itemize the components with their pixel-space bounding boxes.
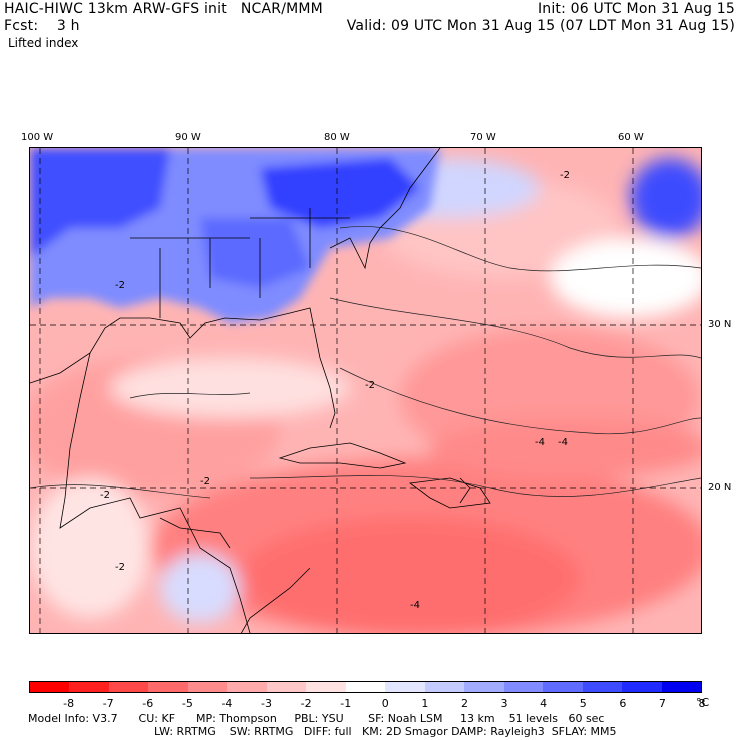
forecast-hour: Fcst: 3 h <box>4 18 80 34</box>
colorbar-tick-label: -8 <box>63 697 75 710</box>
coastlines <box>29 147 491 654</box>
model-title: HAIC-HIWC 13km ARW-GFS init NCAR/MMM <box>4 1 323 17</box>
colorbar-swatch <box>187 682 228 692</box>
lifted-index-map: -2 -2 -2 -2 -4 -4 -2 -2 -4 <box>20 147 710 654</box>
map-canvas: -2 -2 -2 -2 -4 -4 -2 -2 -4 <box>20 147 710 654</box>
lon-label-80w: 80 W <box>324 132 350 143</box>
lon-label-60w: 60 W <box>618 132 644 143</box>
colorbar-swatch <box>424 682 465 692</box>
colorbar-swatch <box>306 682 346 692</box>
colorbar-tick-label: 3 <box>500 697 508 710</box>
contour-label: -2 <box>100 490 110 501</box>
colorbar-tick-label: -6 <box>142 697 154 710</box>
colorbar-tick-label: -5 <box>181 697 193 710</box>
colorbar-swatch <box>543 682 583 692</box>
colorbar-tick-label: 6 <box>619 697 627 710</box>
colorbar-swatch <box>108 682 149 692</box>
colorbar-tick-label: -2 <box>300 697 312 710</box>
colorbar-swatch <box>661 682 701 692</box>
lon-label-100w: 100 W <box>21 132 54 143</box>
contour-labels: -2 -2 -2 -2 -4 -4 -2 -2 -4 <box>100 170 570 611</box>
init-time: Init: 06 UTC Mon 31 Aug 15 <box>537 1 735 17</box>
contour-label: -4 <box>535 437 545 448</box>
colorbar-swatch <box>503 682 544 692</box>
colorbar-tick-label: -7 <box>102 697 114 710</box>
field-name: Lifted index <box>8 36 79 50</box>
colorbar-swatch <box>464 682 504 692</box>
colorbar-tick-label: 0 <box>381 697 389 710</box>
lat-label-20n: 20 N <box>708 482 732 493</box>
colorbar-tick-label: -3 <box>261 697 272 710</box>
contour-label: -2 <box>560 170 570 181</box>
colorbar-unit: °C <box>696 696 710 709</box>
model-info-line2: LW: RRTMG SW: RRTMG DIFF: full KM: 2D Sm… <box>154 725 617 738</box>
colorbar <box>29 681 702 693</box>
colorbar-tick-label: -4 <box>221 697 233 710</box>
field-shading <box>20 158 710 638</box>
colorbar-tick-label: 2 <box>460 697 468 710</box>
colorbar-swatch <box>148 682 188 692</box>
contour-label: -2 <box>115 280 125 291</box>
contour-label: -4 <box>410 600 420 611</box>
contour-label: -2 <box>115 562 125 573</box>
colorbar-swatch <box>227 682 267 692</box>
contour-label: -2 <box>365 380 375 391</box>
colorbar-swatch <box>266 682 307 692</box>
valid-time: Valid: 09 UTC Mon 31 Aug 15 (07 LDT Mon … <box>346 18 735 34</box>
colorbar-tick-label: 8 <box>698 697 706 710</box>
model-info-line1: Model Info: V3.7 CU: KF MP: Thompson PBL… <box>28 712 605 725</box>
colorbar-swatch <box>582 682 623 692</box>
colorbar-swatch <box>345 682 386 692</box>
cold-region <box>30 148 440 323</box>
contour-label: -2 <box>200 476 210 487</box>
colorbar-tick-label: 7 <box>658 697 666 710</box>
colorbar-tick-label: 4 <box>540 697 548 710</box>
contour-label: -4 <box>558 437 568 448</box>
contours <box>29 226 702 499</box>
colorbar-tick-label: 1 <box>421 697 429 710</box>
colorbar-swatch <box>30 682 70 692</box>
colorbar-tick-label: 5 <box>579 697 587 710</box>
lat-label-30n: 30 N <box>708 319 732 330</box>
colorbar-swatch <box>385 682 425 692</box>
colorbar-tick-label: -1 <box>340 697 352 710</box>
lon-label-70w: 70 W <box>470 132 496 143</box>
lon-label-90w: 90 W <box>175 132 201 143</box>
colorbar-swatch <box>69 682 109 692</box>
graticule <box>30 148 701 633</box>
colorbar-swatch <box>622 682 662 692</box>
